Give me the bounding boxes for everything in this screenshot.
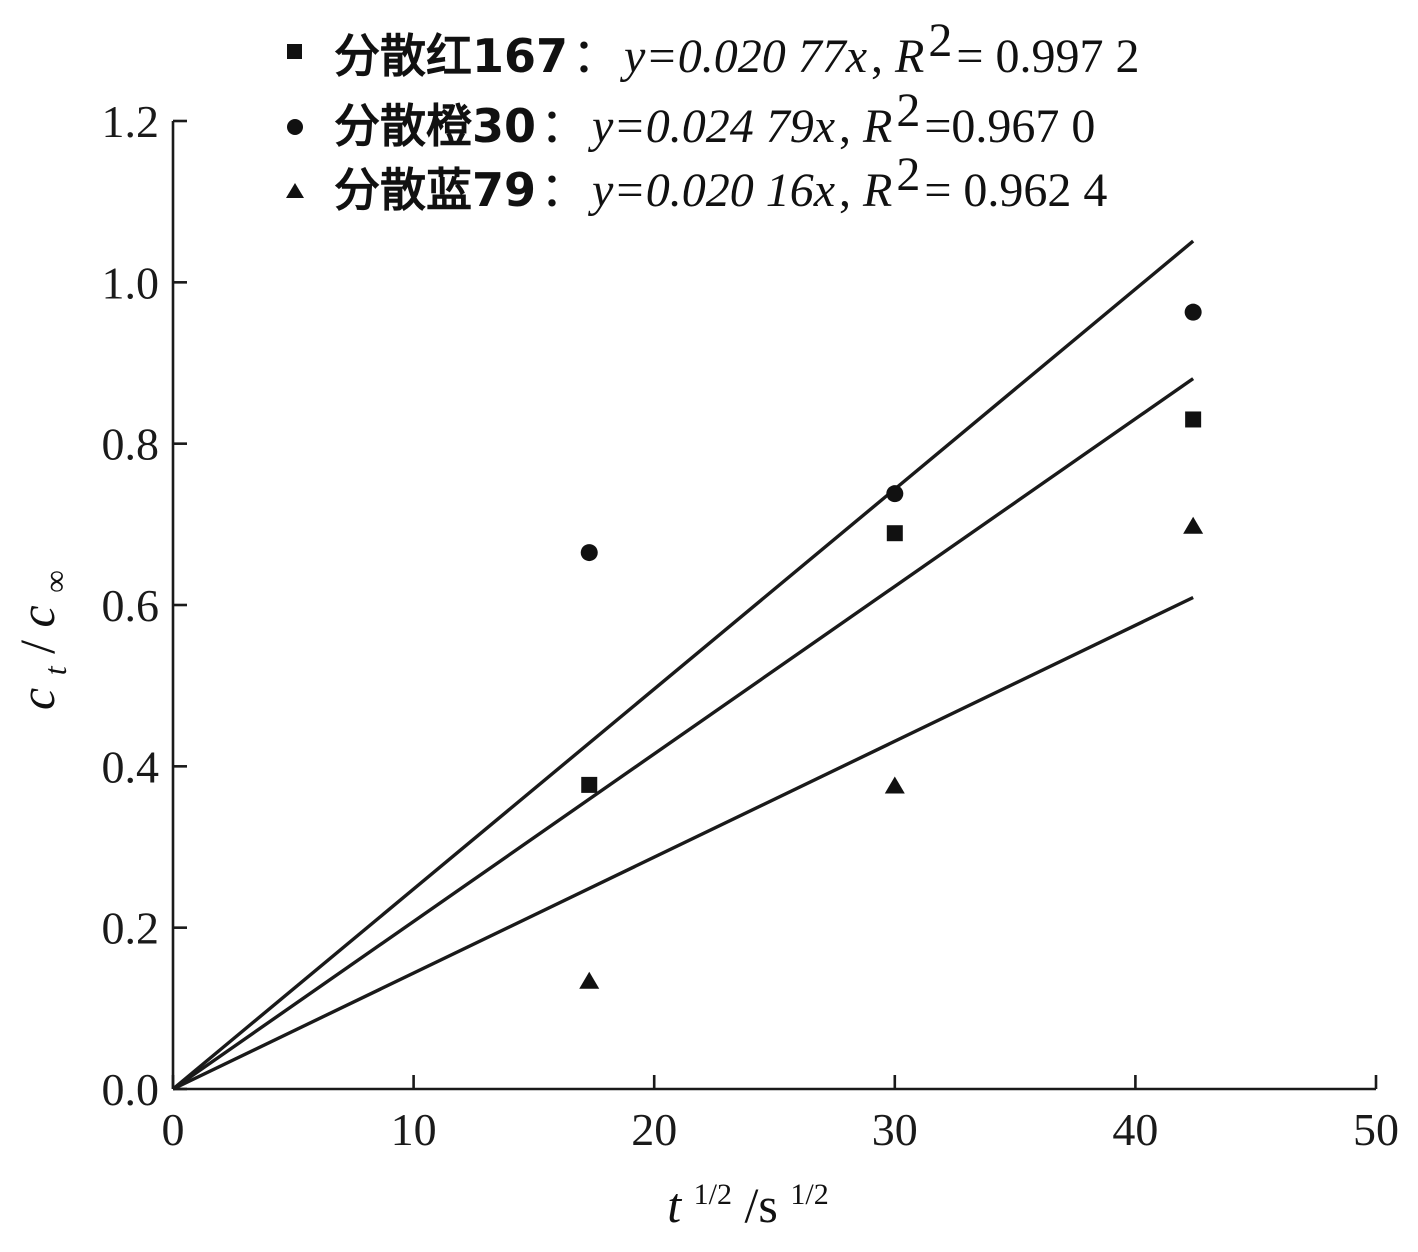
legend-comma: ,	[839, 164, 863, 217]
legend-colon: ：	[572, 30, 620, 83]
legend-series-name: 分散橙30	[334, 99, 536, 153]
data-point-square	[1185, 411, 1202, 428]
x-label-sup2: 1/2	[790, 1178, 828, 1211]
legend-r2-sup: 2	[896, 84, 920, 137]
legend-r2-sup: 2	[928, 14, 952, 67]
legend-colon: ：	[540, 100, 588, 153]
y-tick-label: 1.2	[102, 96, 160, 147]
legend-entry-1: 分散橙30 ： y=0.024 79x , R 2 =0.967 0	[334, 84, 1095, 153]
x-label-t: t	[667, 1177, 682, 1233]
legend-entry-0: 分散红167 ： y=0.020 77x , R 2 = 0.997 2	[334, 14, 1139, 83]
y-tick-label: 0.2	[102, 903, 160, 954]
fit-lines-layer	[171, 239, 1195, 1091]
fit-line-series-1	[171, 239, 1195, 1091]
data-point-circle	[886, 485, 904, 503]
legend-equation: y=0.020 77x	[619, 30, 867, 83]
legend-r2-value: = 0.997 2	[956, 30, 1139, 83]
legend-comma: ,	[871, 30, 895, 83]
ticks-layer: 0 10 20 30 40 50 0.0 0.2 0.4 0.6 0.8 1.0 1.2	[102, 96, 1400, 1155]
legend-equation: y=0.024 79x	[587, 100, 835, 153]
x-tick-label: 30	[872, 1104, 918, 1155]
legend-r2-label: R	[862, 164, 892, 217]
legend-r2-value: =0.967 0	[924, 100, 1095, 153]
legend-marker-circle	[287, 119, 303, 135]
x-label-sup1: 1/2	[694, 1178, 732, 1211]
y-tick-label: 1.0	[102, 257, 160, 308]
points-layer	[579, 303, 1204, 989]
data-point-triangle	[579, 971, 600, 989]
data-point-triangle	[1183, 516, 1204, 534]
y-label-c1: c	[9, 688, 65, 710]
legend-series-name: 分散红167	[334, 29, 568, 83]
data-point-square	[886, 525, 903, 542]
y-tick-label: 0.4	[102, 741, 160, 792]
y-label-sub-inf: ∞	[37, 570, 73, 593]
data-point-square	[581, 776, 598, 793]
legend-r2-value: = 0.962 4	[924, 164, 1107, 217]
fit-line-series-2	[172, 595, 1194, 1091]
legend-entry-2: 分散蓝79 ： y=0.020 16x , R 2 = 0.962 4	[334, 148, 1107, 217]
x-tick-label: 40	[1112, 1104, 1158, 1155]
y-tick-label: 0.0	[102, 1064, 160, 1115]
y-tick-label: 0.6	[102, 580, 160, 631]
legend-comma: ,	[839, 100, 863, 153]
y-label-c2: c	[9, 605, 65, 627]
y-tick-label: 0.8	[102, 419, 160, 470]
legend-equation: y=0.020 16x	[587, 164, 835, 217]
x-tick-label: 0	[162, 1104, 185, 1155]
data-point-circle	[1184, 303, 1202, 321]
legend-series-name: 分散蓝79	[334, 163, 536, 217]
fit-line-series-0	[172, 377, 1195, 1091]
x-tick-label: 20	[631, 1104, 677, 1155]
legend-r2-sup: 2	[896, 148, 920, 201]
y-axis-label: c t / c ∞	[9, 570, 77, 710]
y-label-slash: /	[9, 640, 65, 654]
legend-r2-label: R	[862, 100, 892, 153]
legend-r2-label: R	[894, 30, 924, 83]
x-label-sep: /s	[745, 1177, 778, 1233]
x-tick-label: 10	[391, 1104, 437, 1155]
data-point-circle	[580, 544, 598, 562]
x-tick-label: 50	[1353, 1104, 1399, 1155]
legend-colon: ：	[540, 164, 588, 217]
legend-marker-triangle	[286, 183, 304, 198]
legend-marker-square	[287, 44, 302, 59]
data-point-triangle	[884, 776, 905, 794]
legend: 分散红167 ： y=0.020 77x , R 2 = 0.997 2 分散橙…	[286, 14, 1139, 217]
x-axis-label: t 1/2 /s 1/2	[667, 1159, 828, 1233]
y-label-sub-t: t	[37, 665, 73, 675]
